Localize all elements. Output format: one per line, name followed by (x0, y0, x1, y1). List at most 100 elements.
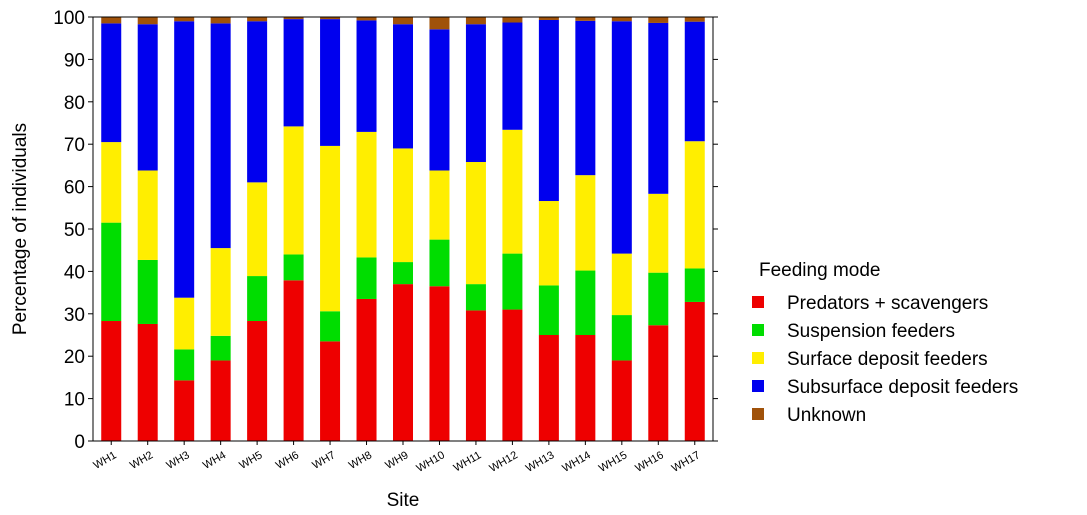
bar-wh14-unknown (575, 17, 596, 21)
bar-wh13-unknown (538, 17, 559, 20)
bar-wh10-suspension-feeders (429, 239, 450, 287)
bar-wh4-predators-scavengers (210, 360, 231, 441)
plot-frame (92, 16, 714, 442)
bar-wh16-subsurface-deposit-feeders (648, 22, 669, 194)
bar-wh8-subsurface-deposit-feeders (356, 20, 377, 132)
bar-wh16-predators-scavengers (648, 325, 669, 441)
bar-wh16-suspension-feeders (648, 272, 669, 326)
y-tick-label: 50 (64, 220, 85, 241)
y-tick-label: 10 (64, 390, 85, 411)
bar-wh8-unknown (356, 17, 377, 21)
bar-wh13-predators-scavengers (538, 335, 559, 441)
bar-wh8-predators-scavengers (356, 298, 377, 441)
bar-wh17-suspension-feeders (684, 268, 705, 302)
x-tick-label-wh7: WH7 (310, 449, 337, 472)
y-tick-label: 60 (64, 178, 85, 199)
bar-wh5-suspension-feeders (247, 276, 268, 321)
bar-wh12-suspension-feeders (502, 253, 523, 310)
bar-wh9-unknown (393, 17, 413, 25)
legend-swatch-subsurface-deposit-feeders (752, 380, 764, 392)
legend-label-unknown: Unknown (787, 405, 866, 426)
bar-wh9-suspension-feeders (393, 262, 413, 285)
x-tick-label-wh9: WH9 (383, 449, 410, 472)
bar-wh9-subsurface-deposit-feeders (393, 24, 413, 149)
bar-wh1-predators-scavengers (101, 321, 122, 441)
bar-wh15-predators-scavengers (611, 360, 632, 441)
bar-wh17-subsurface-deposit-feeders (684, 21, 705, 142)
x-tick-label-wh1: WH1 (92, 449, 119, 472)
bar-wh14-suspension-feeders (575, 270, 596, 335)
bar-wh8-suspension-feeders (356, 257, 377, 299)
y-tick-label: 100 (53, 8, 85, 29)
bar-wh15-surface-deposit-feeders (611, 253, 632, 316)
bar-wh6-predators-scavengers (283, 280, 304, 441)
bar-wh11-surface-deposit-feeders (465, 162, 486, 285)
bar-wh12-surface-deposit-feeders (502, 129, 523, 254)
bar-wh3-surface-deposit-feeders (174, 297, 195, 350)
bar-wh15-subsurface-deposit-feeders (611, 21, 632, 254)
bar-wh6-suspension-feeders (283, 254, 304, 281)
bar-wh7-suspension-feeders (320, 311, 341, 342)
bar-wh11-unknown (465, 17, 486, 25)
x-tick-label-wh6: WH6 (274, 449, 301, 472)
x-tick-label-wh16: WH16 (633, 449, 665, 475)
bar-wh2-surface-deposit-feeders (137, 170, 158, 260)
y-tick-label: 20 (64, 347, 85, 368)
x-tick-label-wh2: WH2 (128, 449, 155, 472)
bar-wh10-unknown (429, 17, 450, 30)
bar-wh13-subsurface-deposit-feeders (538, 19, 559, 202)
x-tick-label-wh4: WH4 (201, 449, 228, 472)
y-tick-label: 70 (64, 135, 85, 156)
y-axis: 0 10 20 30 40 50 60 70 80 90 100 (53, 8, 718, 453)
y-axis-title: Percentage of individuals (10, 123, 31, 335)
bar-wh10-surface-deposit-feeders (429, 170, 450, 240)
bar-wh11-suspension-feeders (465, 284, 486, 311)
bar-wh11-predators-scavengers (465, 310, 486, 441)
bar-wh2-subsurface-deposit-feeders (137, 24, 158, 171)
legend-swatch-surface-deposit-feeders (752, 352, 764, 364)
y-tick-label: 90 (64, 50, 85, 71)
bar-wh3-subsurface-deposit-feeders (174, 21, 195, 298)
bar-wh10-predators-scavengers (429, 286, 450, 441)
legend-label-suspension-feeders: Suspension feeders (787, 321, 955, 342)
bar-wh4-unknown (210, 17, 231, 24)
bar-wh17-unknown (684, 17, 705, 22)
bar-wh8-surface-deposit-feeders (356, 131, 377, 258)
legend-swatch-suspension-feeders (752, 324, 764, 336)
bar-wh7-predators-scavengers (320, 341, 341, 441)
bar-wh4-surface-deposit-feeders (210, 248, 231, 336)
legend-title: Feeding mode (759, 260, 880, 281)
bar-wh14-subsurface-deposit-feeders (575, 20, 596, 176)
bar-wh14-predators-scavengers (575, 335, 596, 441)
bar-wh17-predators-scavengers (684, 301, 705, 441)
legend-label-subsurface-deposit-feeders: Subsurface deposit feeders (787, 377, 1018, 398)
bar-wh9-surface-deposit-feeders (393, 148, 413, 263)
bar-wh7-subsurface-deposit-feeders (320, 19, 341, 146)
bar-wh5-predators-scavengers (247, 321, 268, 441)
bar-wh5-surface-deposit-feeders (247, 182, 268, 277)
bar-wh16-surface-deposit-feeders (648, 193, 669, 273)
bar-wh1-suspension-feeders (101, 222, 122, 322)
x-tick-label-wh12: WH12 (487, 449, 519, 475)
bar-wh15-suspension-feeders (611, 315, 632, 361)
bar-wh2-predators-scavengers (137, 323, 158, 441)
legend-swatch-unknown (752, 408, 764, 420)
bar-wh14-surface-deposit-feeders (575, 175, 596, 271)
legend-label-predators-scavengers: Predators + scavengers (787, 293, 988, 314)
bars-group (101, 17, 705, 441)
bar-wh6-unknown (283, 17, 304, 20)
bar-wh11-subsurface-deposit-feeders (465, 24, 486, 163)
bar-wh1-subsurface-deposit-feeders (101, 23, 122, 143)
bar-wh3-predators-scavengers (174, 380, 195, 441)
bar-wh12-subsurface-deposit-feeders (502, 22, 523, 130)
y-tick-label: 30 (64, 305, 85, 326)
x-tick-label-wh3: WH3 (164, 449, 191, 472)
x-tick-label-wh14: WH14 (560, 449, 592, 475)
x-tick-label-wh11: WH11 (452, 449, 484, 474)
x-axis-title: Site (387, 490, 420, 511)
bar-wh5-unknown (247, 17, 268, 22)
bar-wh7-unknown (320, 17, 341, 20)
bar-wh7-surface-deposit-feeders (320, 145, 341, 312)
bar-wh12-unknown (502, 17, 523, 23)
